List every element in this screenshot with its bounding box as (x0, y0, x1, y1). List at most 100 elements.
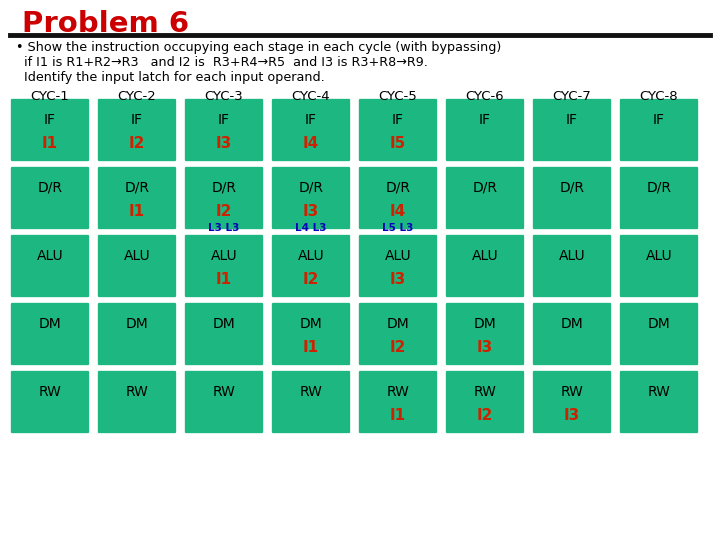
Text: ALU: ALU (211, 249, 238, 263)
FancyBboxPatch shape (532, 370, 612, 434)
Text: IF: IF (131, 113, 143, 127)
Text: D/R: D/R (472, 181, 498, 195)
Text: ALU: ALU (124, 249, 150, 263)
Text: I1: I1 (303, 340, 319, 355)
FancyBboxPatch shape (184, 234, 264, 298)
FancyBboxPatch shape (358, 98, 438, 162)
Text: CYC-5: CYC-5 (379, 90, 418, 103)
FancyBboxPatch shape (619, 166, 699, 230)
FancyBboxPatch shape (532, 166, 612, 230)
FancyBboxPatch shape (445, 234, 525, 298)
Text: I3: I3 (564, 408, 580, 423)
Text: D/R: D/R (559, 181, 585, 195)
FancyBboxPatch shape (358, 166, 438, 230)
Text: L4 L3: L4 L3 (295, 223, 327, 233)
Text: RW: RW (300, 385, 323, 399)
Text: CYC-6: CYC-6 (466, 90, 504, 103)
FancyBboxPatch shape (97, 166, 177, 230)
FancyBboxPatch shape (532, 302, 612, 366)
Text: RW: RW (125, 385, 148, 399)
Text: I2: I2 (129, 136, 145, 151)
Text: DM: DM (39, 317, 61, 331)
Text: I3: I3 (303, 204, 319, 219)
Text: D/R: D/R (37, 181, 63, 195)
Text: DM: DM (125, 317, 148, 331)
Text: I2: I2 (216, 204, 232, 219)
FancyBboxPatch shape (271, 302, 351, 366)
FancyBboxPatch shape (184, 370, 264, 434)
Text: I1: I1 (129, 204, 145, 219)
FancyBboxPatch shape (445, 302, 525, 366)
Text: IF: IF (44, 113, 56, 127)
FancyBboxPatch shape (10, 234, 90, 298)
Text: DM: DM (474, 317, 496, 331)
FancyBboxPatch shape (10, 302, 90, 366)
Text: D/R: D/R (299, 181, 323, 195)
Text: DM: DM (647, 317, 670, 331)
Text: ALU: ALU (384, 249, 411, 263)
Text: DM: DM (300, 317, 323, 331)
FancyBboxPatch shape (184, 302, 264, 366)
FancyBboxPatch shape (358, 302, 438, 366)
Text: if I1 is R1+R2→R3   and I2 is  R3+R4→R5  and I3 is R3+R8→R9.: if I1 is R1+R2→R3 and I2 is R3+R4→R5 and… (16, 56, 428, 69)
FancyBboxPatch shape (619, 302, 699, 366)
Text: I1: I1 (390, 408, 406, 423)
FancyBboxPatch shape (184, 98, 264, 162)
Text: RW: RW (474, 385, 496, 399)
FancyBboxPatch shape (271, 166, 351, 230)
Text: L5 L3: L5 L3 (382, 223, 414, 233)
Text: ALU: ALU (297, 249, 324, 263)
FancyBboxPatch shape (97, 234, 177, 298)
FancyBboxPatch shape (271, 370, 351, 434)
Text: I4: I4 (303, 136, 319, 151)
Text: RW: RW (387, 385, 410, 399)
FancyBboxPatch shape (619, 98, 699, 162)
Text: CYC-4: CYC-4 (292, 90, 330, 103)
Text: ALU: ALU (472, 249, 498, 263)
Text: CYC-3: CYC-3 (204, 90, 243, 103)
Text: IF: IF (392, 113, 404, 127)
FancyBboxPatch shape (10, 370, 90, 434)
Text: • Show the instruction occupying each stage in each cycle (with bypassing): • Show the instruction occupying each st… (16, 41, 501, 54)
Text: I3: I3 (390, 272, 406, 287)
Text: I4: I4 (390, 204, 406, 219)
Text: IF: IF (653, 113, 665, 127)
FancyBboxPatch shape (271, 234, 351, 298)
FancyBboxPatch shape (532, 98, 612, 162)
Text: RW: RW (561, 385, 583, 399)
Text: I1: I1 (42, 136, 58, 151)
Text: IF: IF (566, 113, 578, 127)
Text: CYC-2: CYC-2 (117, 90, 156, 103)
Text: I2: I2 (477, 408, 493, 423)
Text: I2: I2 (303, 272, 319, 287)
FancyBboxPatch shape (97, 370, 177, 434)
FancyBboxPatch shape (532, 234, 612, 298)
FancyBboxPatch shape (97, 98, 177, 162)
Text: CYC-7: CYC-7 (553, 90, 591, 103)
Text: ALU: ALU (646, 249, 672, 263)
FancyBboxPatch shape (619, 370, 699, 434)
Text: IF: IF (479, 113, 491, 127)
Text: I3: I3 (216, 136, 232, 151)
Text: D/R: D/R (212, 181, 236, 195)
Text: D/R: D/R (647, 181, 672, 195)
Text: DM: DM (561, 317, 583, 331)
FancyBboxPatch shape (10, 98, 90, 162)
FancyBboxPatch shape (184, 166, 264, 230)
Text: RW: RW (647, 385, 670, 399)
Text: ALU: ALU (37, 249, 63, 263)
Text: ALU: ALU (559, 249, 585, 263)
Text: I2: I2 (390, 340, 406, 355)
Text: CYC-8: CYC-8 (639, 90, 678, 103)
Text: CYC-1: CYC-1 (31, 90, 69, 103)
Text: L3 L3: L3 L3 (208, 223, 240, 233)
FancyBboxPatch shape (445, 166, 525, 230)
Text: Problem 6: Problem 6 (22, 10, 189, 38)
Text: I5: I5 (390, 136, 406, 151)
Text: RW: RW (212, 385, 235, 399)
Text: Identify the input latch for each input operand.: Identify the input latch for each input … (16, 71, 325, 84)
Text: DM: DM (212, 317, 235, 331)
FancyBboxPatch shape (358, 370, 438, 434)
Text: IF: IF (218, 113, 230, 127)
FancyBboxPatch shape (445, 370, 525, 434)
